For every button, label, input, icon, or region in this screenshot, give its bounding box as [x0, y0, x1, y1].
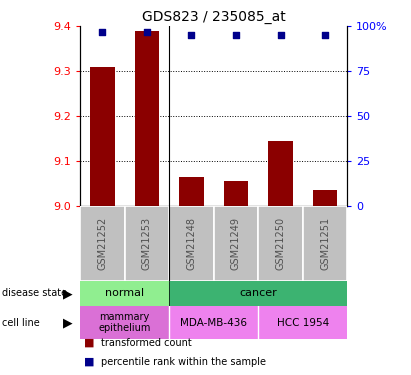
Bar	[224, 181, 248, 206]
Point	[233, 32, 239, 38]
Bar	[80, 206, 125, 281]
Text: HCC 1954: HCC 1954	[277, 318, 329, 327]
Text: GSM21253: GSM21253	[142, 217, 152, 270]
Bar	[80, 306, 169, 339]
Point	[99, 28, 106, 34]
Text: disease state: disease state	[2, 288, 67, 298]
Text: MDA-MB-436: MDA-MB-436	[180, 318, 247, 327]
Bar	[303, 206, 347, 281]
Bar	[258, 306, 347, 339]
Point	[277, 32, 284, 38]
Bar	[169, 281, 347, 306]
Text: normal: normal	[105, 288, 144, 298]
Text: ▶: ▶	[63, 316, 73, 329]
Bar	[214, 206, 258, 281]
Text: cancer: cancer	[239, 288, 277, 298]
Bar	[268, 141, 293, 206]
Bar	[169, 306, 258, 339]
Bar	[169, 206, 214, 281]
Bar	[90, 67, 115, 206]
Title: GDS823 / 235085_at: GDS823 / 235085_at	[142, 10, 286, 24]
Point	[144, 28, 150, 34]
Bar	[125, 206, 169, 281]
Text: percentile rank within the sample: percentile rank within the sample	[101, 357, 266, 367]
Text: GSM21248: GSM21248	[187, 217, 196, 270]
Bar	[135, 31, 159, 206]
Text: GSM21251: GSM21251	[320, 217, 330, 270]
Text: GSM21250: GSM21250	[275, 217, 286, 270]
Bar	[179, 177, 204, 206]
Text: GSM21252: GSM21252	[97, 217, 107, 270]
Text: cell line: cell line	[2, 318, 40, 327]
Point	[188, 32, 195, 38]
Text: ■: ■	[84, 338, 95, 348]
Point	[322, 32, 328, 38]
Text: transformed count: transformed count	[101, 338, 192, 348]
Bar	[80, 281, 169, 306]
Text: ■: ■	[84, 357, 95, 367]
Text: mammary
epithelium: mammary epithelium	[99, 312, 151, 333]
Bar	[258, 206, 303, 281]
Text: GSM21249: GSM21249	[231, 217, 241, 270]
Bar	[313, 190, 337, 206]
Text: ▶: ▶	[63, 287, 73, 300]
